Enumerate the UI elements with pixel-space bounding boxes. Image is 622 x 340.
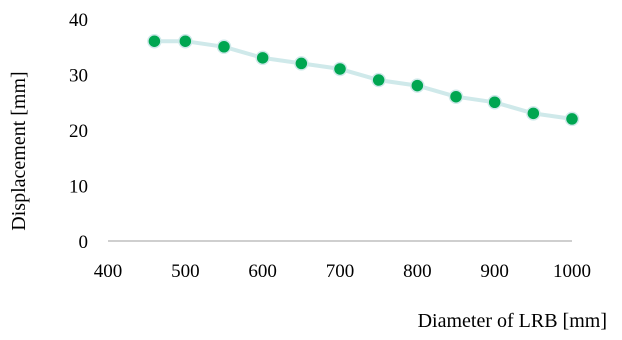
y-tick-label: 40	[69, 10, 88, 31]
x-axis-ticks: 400 500 600 700 800 900 1000	[94, 261, 591, 282]
data-point	[448, 89, 464, 104]
y-axis-ticks: 0 10 20 30 40	[69, 10, 88, 253]
y-tick-label: 0	[79, 232, 89, 253]
x-tick-label: 900	[480, 261, 509, 282]
data-point	[410, 78, 425, 93]
data-point	[294, 56, 309, 71]
x-axis-title: Diameter of LRB [mm]	[418, 310, 607, 332]
data-point	[332, 61, 348, 77]
data-point	[487, 95, 502, 110]
series-line	[152, 39, 574, 121]
y-tick-label: 10	[69, 177, 88, 198]
x-tick-label: 800	[403, 261, 432, 282]
x-tick-label: 1000	[553, 261, 591, 282]
x-tick-label: 500	[171, 261, 200, 282]
y-axis-title: Displacement [mm]	[8, 71, 30, 230]
series-layer	[147, 33, 580, 127]
x-tick-label: 400	[94, 261, 123, 282]
data-point	[526, 106, 541, 121]
y-tick-label: 30	[69, 66, 88, 87]
x-tick-label: 600	[248, 261, 277, 282]
data-point	[178, 33, 193, 49]
x-tick-label: 700	[326, 261, 355, 282]
data-point	[371, 72, 386, 88]
y-tick-label: 20	[69, 121, 88, 142]
data-point	[255, 50, 270, 66]
data-point	[564, 111, 580, 127]
data-point	[147, 33, 162, 49]
data-point	[216, 39, 232, 54]
